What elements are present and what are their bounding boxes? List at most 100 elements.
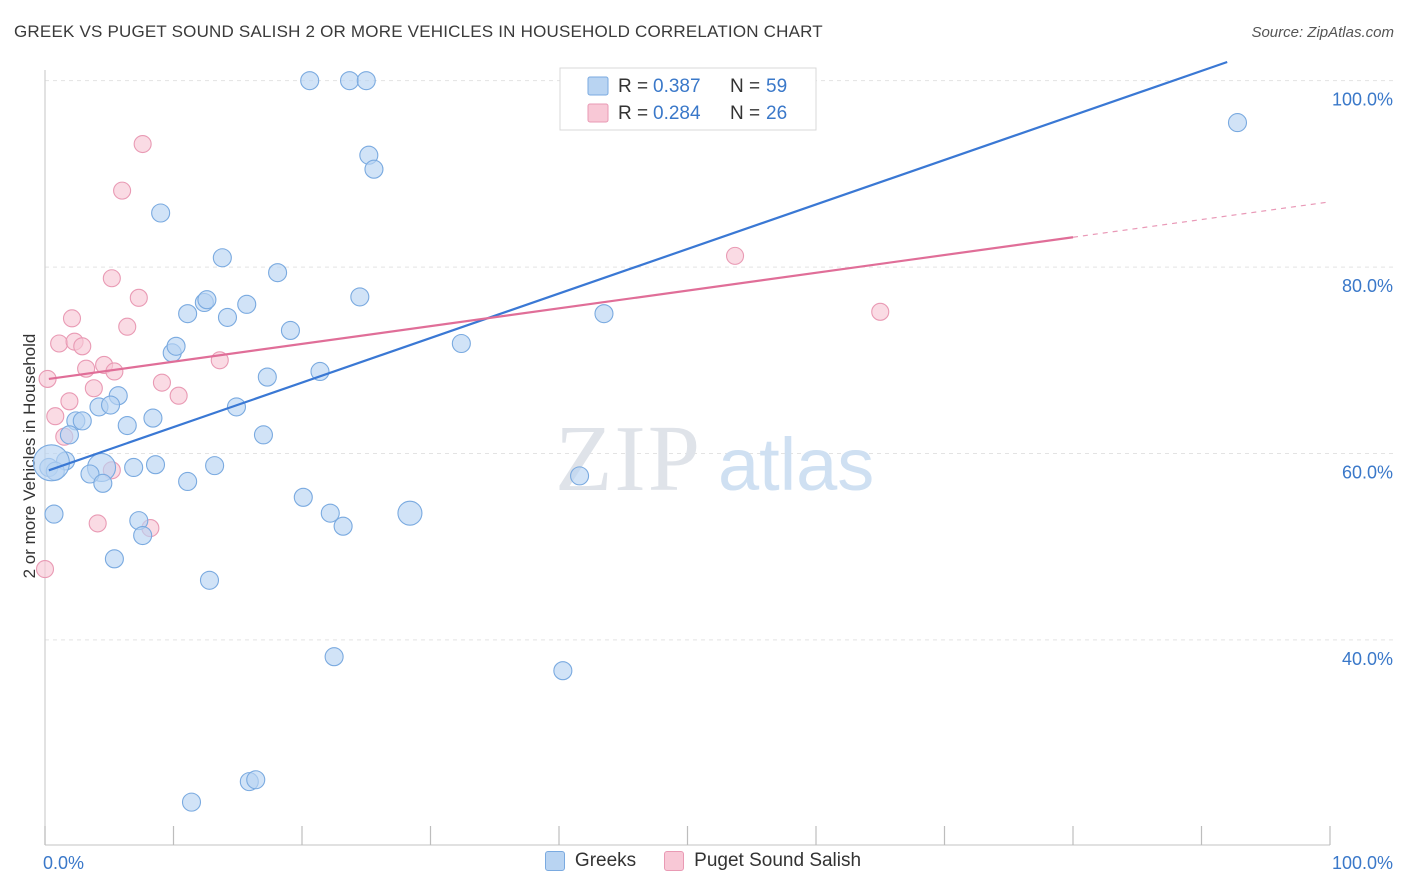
legend-n-label-1: N = (730, 76, 760, 97)
puget-point (725, 246, 745, 265)
gridlines (45, 80, 1395, 641)
greeks-point (253, 425, 274, 445)
greeks-point (237, 294, 257, 314)
greeks-point (1227, 113, 1248, 133)
puget-point (871, 302, 890, 321)
greeks-point (364, 159, 384, 179)
greeks-point (268, 263, 288, 283)
puget-point (113, 181, 132, 200)
puget-point (50, 334, 69, 353)
chart-title: GREEK VS PUGET SOUND SALISH 2 OR MORE VE… (14, 22, 823, 41)
greeks-point (280, 320, 300, 341)
puget-trend-line (48, 236, 1074, 381)
greeks-point (212, 248, 232, 268)
greeks-point (72, 411, 92, 431)
greeks-point (44, 504, 64, 524)
trend-lines (48, 60, 1331, 472)
legend-r-value-2: 0.284 (653, 103, 701, 124)
tick-labels: 100.0% 80.0% 60.0% 40.0% 0.0% 100.0% (43, 90, 1393, 873)
legend-n-value-1: 59 (766, 76, 787, 97)
legend-swatch-puget (587, 103, 609, 123)
y-tick-label-40: 40.0% (1342, 649, 1393, 669)
greeks-point (145, 455, 166, 475)
puget-point (88, 514, 107, 533)
greeks-point (553, 661, 573, 681)
greeks-point (178, 471, 198, 492)
greeks-point (59, 425, 79, 445)
puget-point (62, 309, 82, 328)
bottom-legend-item-puget[interactable]: Puget Sound Salish (664, 850, 861, 872)
puget-point (133, 134, 152, 154)
legend-r-label-1: R = (618, 76, 648, 97)
watermark-atlas: atlas (718, 423, 874, 506)
greeks-point (32, 444, 70, 482)
greeks-point (333, 516, 353, 536)
greeks-point (397, 500, 423, 526)
x-tick-label-0: 0.0% (43, 853, 84, 873)
legend-r-label-2: R = (618, 103, 648, 124)
greeks-point (143, 408, 163, 428)
legend-swatch-greeks (587, 76, 609, 96)
puget-point (35, 560, 55, 579)
greeks-point (257, 367, 277, 387)
puget-point (46, 407, 65, 426)
greeks-point (100, 395, 121, 415)
greeks-point (293, 487, 313, 507)
greeks-point (324, 647, 344, 667)
puget-point (152, 373, 171, 392)
puget-point (84, 379, 103, 398)
greeks-point (350, 287, 370, 307)
puget-point (102, 269, 121, 288)
legend-r-value-1: 0.387 (653, 76, 701, 97)
greeks-point (320, 503, 340, 523)
greeks-point (300, 71, 320, 91)
greeks-point (199, 570, 220, 590)
puget-swatch-icon (664, 851, 685, 871)
bottom-legend: Greeks Puget Sound Salish (0, 850, 1406, 872)
legend-n-value-2: 26 (766, 103, 787, 124)
legend-n-label-2: N = (730, 103, 760, 124)
puget-point (118, 317, 137, 336)
greeks-point (310, 361, 330, 382)
series-puget-sound-salish (35, 134, 890, 579)
greeks-point (226, 397, 247, 417)
greeks-point (594, 304, 614, 324)
bottom-legend-item-greeks[interactable]: Greeks (544, 850, 637, 872)
greeks-point (80, 464, 100, 484)
greeks-point (356, 71, 376, 91)
legend-box: R = 0.387 N = 59 R = 0.284 N = 26 (559, 67, 817, 131)
bottom-legend-label-puget: Puget Sound Salish (694, 850, 862, 871)
greeks-point (181, 792, 202, 812)
bottom-legend-label-greeks: Greeks (574, 850, 637, 871)
greeks-point (117, 415, 137, 436)
puget-point (129, 288, 148, 307)
greeks-point (133, 525, 153, 546)
y-tick-label-80: 80.0% (1342, 276, 1393, 296)
greeks-point (197, 290, 217, 310)
watermark: ZIP atlas (555, 407, 874, 511)
greeks-point (339, 71, 360, 91)
greeks-point (178, 304, 198, 324)
watermark-zip: ZIP (555, 407, 702, 511)
greeks-point (246, 770, 266, 790)
series-greeks (32, 71, 1248, 812)
y-tick-label-100: 100.0% (1332, 90, 1393, 110)
puget-point (73, 337, 92, 356)
greeks-point (217, 307, 238, 327)
y-tick-label-60: 60.0% (1342, 463, 1393, 483)
greeks-point (104, 549, 124, 569)
greeks-point (151, 203, 171, 223)
greeks-point (205, 456, 225, 476)
puget-point (60, 392, 79, 411)
greeks-point (570, 466, 590, 486)
puget-point (169, 386, 188, 405)
greeks-swatch-icon (544, 851, 565, 871)
puget-trend-extension (1072, 201, 1331, 238)
greeks-point (451, 333, 471, 354)
greeks-point (166, 336, 186, 356)
greeks-trend-line (48, 60, 1228, 472)
source-label: Source: ZipAtlas.com (1251, 24, 1394, 41)
x-tick-label-100: 100.0% (1332, 853, 1393, 873)
greeks-point (124, 457, 144, 478)
